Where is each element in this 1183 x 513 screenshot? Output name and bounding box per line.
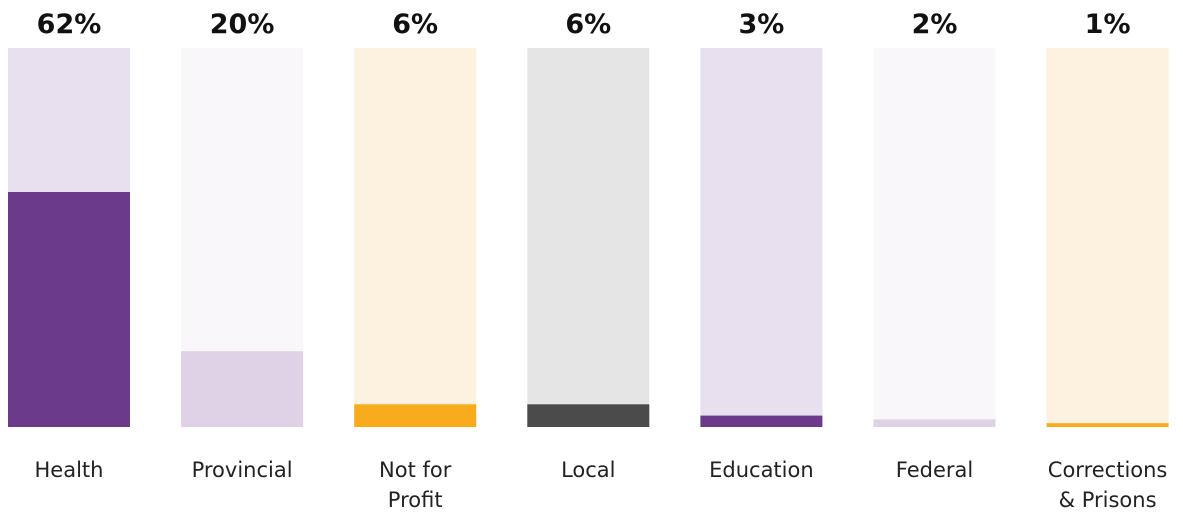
bar-track <box>1046 48 1169 427</box>
category-label: Not for Profit <box>379 458 452 512</box>
value-label: 1% <box>1085 9 1131 40</box>
category-label: Education <box>709 458 814 482</box>
bar <box>1046 423 1169 427</box>
bar <box>8 192 130 427</box>
bar-track <box>700 48 823 427</box>
bar-track <box>354 48 477 427</box>
bar-track <box>873 48 996 427</box>
category-label: Local <box>561 458 615 482</box>
bar <box>527 404 650 427</box>
value-label: 3% <box>738 9 784 40</box>
value-label: 62% <box>37 9 102 40</box>
bar <box>700 415 823 427</box>
category-label: Corrections & Prisons <box>1048 458 1168 512</box>
category-label: Federal <box>896 458 973 482</box>
bar <box>354 404 477 427</box>
value-label: 6% <box>565 9 611 40</box>
value-label: 6% <box>392 9 438 40</box>
value-label: 20% <box>210 9 275 40</box>
category-label: Provincial <box>192 458 293 482</box>
value-label: 2% <box>912 9 958 40</box>
bar-track <box>527 48 650 427</box>
bar <box>181 351 304 427</box>
bar <box>873 419 996 427</box>
category-label: Health <box>35 458 104 482</box>
